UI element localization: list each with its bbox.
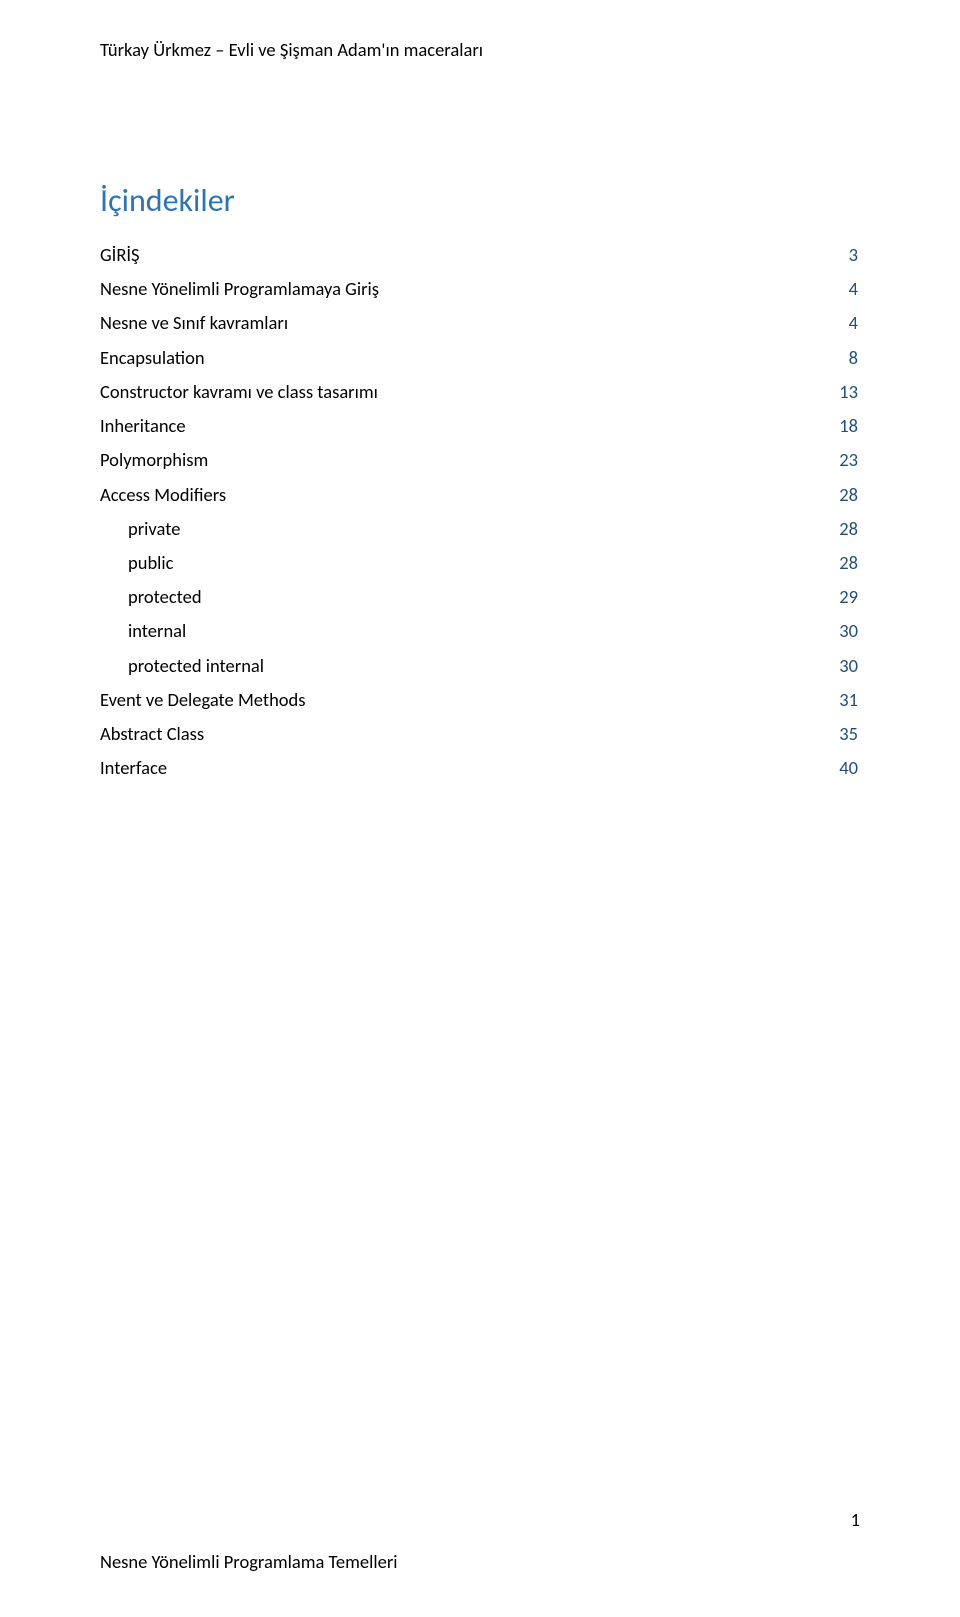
toc-label: internal xyxy=(100,614,186,648)
toc-row: Nesne Yönelimli Programlamaya Giriş 4 xyxy=(100,272,860,306)
toc-list: GİRİŞ3Nesne Yönelimli Programlamaya Giri… xyxy=(100,238,860,786)
toc-label: Interface xyxy=(100,751,167,785)
toc-label: Access Modifiers xyxy=(100,478,226,512)
toc-page-number: 28 xyxy=(830,512,860,546)
toc-row: Abstract Class 35 xyxy=(100,717,860,751)
toc-label: Nesne ve Sınıf kavramları xyxy=(100,306,288,340)
toc-page-number: 35 xyxy=(830,717,860,751)
toc-page-number: 18 xyxy=(830,409,860,443)
toc-label: Inheritance xyxy=(100,409,186,443)
toc-label: Encapsulation xyxy=(100,341,205,375)
toc-row: Inheritance 18 xyxy=(100,409,860,443)
toc-label: protected xyxy=(100,580,202,614)
toc-label: public xyxy=(100,546,173,580)
toc-label: Polymorphism xyxy=(100,443,208,477)
toc-row: protected 29 xyxy=(100,580,860,614)
page-number: 1 xyxy=(851,1508,860,1531)
toc-page-number: 13 xyxy=(830,375,860,409)
toc-row: Nesne ve Sınıf kavramları 4 xyxy=(100,306,860,340)
toc-row: private 28 xyxy=(100,512,860,546)
toc-page-number: 28 xyxy=(830,546,860,580)
toc-label: Abstract Class xyxy=(100,717,204,751)
toc-page-number: 30 xyxy=(830,614,860,648)
toc-page-number: 4 xyxy=(830,306,860,340)
toc-title: İçindekiler xyxy=(100,181,860,220)
toc-page-number: 30 xyxy=(830,649,860,683)
toc-label: protected internal xyxy=(100,649,264,683)
toc-page-number: 31 xyxy=(830,683,860,717)
document-page: Türkay Ürkmez – Evli ve Şişman Adam'ın m… xyxy=(0,0,960,1617)
toc-label: Event ve Delegate Methods xyxy=(100,683,306,717)
toc-page-number: 29 xyxy=(830,580,860,614)
toc-page-number: 28 xyxy=(830,478,860,512)
toc-page-number: 4 xyxy=(830,272,860,306)
page-header: Türkay Ürkmez – Evli ve Şişman Adam'ın m… xyxy=(100,38,860,61)
toc-row: internal 30 xyxy=(100,614,860,648)
toc-label: Nesne Yönelimli Programlamaya Giriş xyxy=(100,272,379,306)
toc-row: Access Modifiers 28 xyxy=(100,478,860,512)
toc-page-number: 3 xyxy=(830,238,860,272)
toc-row: Polymorphism 23 xyxy=(100,443,860,477)
toc-page-number: 8 xyxy=(830,341,860,375)
toc-page-number: 40 xyxy=(830,751,860,785)
footer-text: Nesne Yönelimli Programlama Temelleri xyxy=(100,1550,398,1573)
toc-page-number: 23 xyxy=(830,443,860,477)
toc-row: Constructor kavramı ve class tasarımı 13 xyxy=(100,375,860,409)
toc-row: Event ve Delegate Methods 31 xyxy=(100,683,860,717)
toc-row: public 28 xyxy=(100,546,860,580)
toc-row: protected internal 30 xyxy=(100,649,860,683)
toc-label: Constructor kavramı ve class tasarımı xyxy=(100,375,378,409)
toc-label: private xyxy=(100,512,180,546)
toc-row: Interface 40 xyxy=(100,751,860,785)
toc-label: GİRİŞ xyxy=(100,238,140,272)
toc-row: Encapsulation 8 xyxy=(100,341,860,375)
toc-row: GİRİŞ 3 xyxy=(100,238,860,272)
